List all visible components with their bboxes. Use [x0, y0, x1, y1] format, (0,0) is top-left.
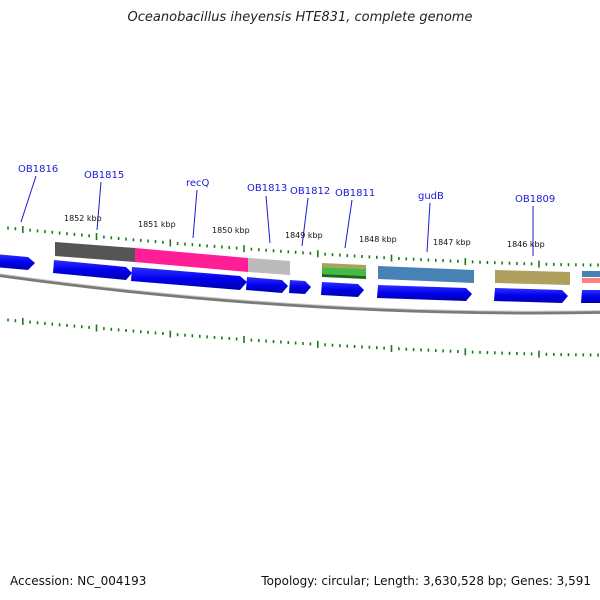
cds-ob1813: [246, 277, 288, 293]
cds-ob1809: [494, 288, 568, 303]
cds-gudb: [377, 285, 472, 301]
feature-dark-gray: [55, 242, 135, 262]
cds-ob1816: [0, 254, 35, 270]
feature-pink: [135, 248, 248, 272]
genome-summary-text: Topology: circular; Length: 3,630,528 bp…: [261, 574, 591, 588]
accession-text: Accession: NC_004193: [10, 574, 147, 588]
cds-ob1815: [53, 260, 132, 280]
kbp-label-1849: 1849 kbp: [285, 231, 323, 240]
inner-tick-track: [7, 317, 599, 358]
genome-backbone-highlight: [0, 273, 600, 312]
feature-coral-edge: [582, 278, 600, 283]
kbp-label-1852: 1852 kbp: [64, 214, 102, 223]
cds-recq: [131, 267, 247, 290]
gene-label-ob1809: OB1809: [515, 194, 555, 205]
feature-track: [55, 242, 600, 285]
kbp-label-1851: 1851 kbp: [138, 220, 176, 229]
feature-khaki: [495, 270, 570, 285]
gene-label-ob1815: OB1815: [84, 170, 124, 181]
cds-ob1811: [321, 282, 364, 297]
feature-steel-blue: [378, 266, 474, 283]
cds-edge: [581, 290, 600, 303]
kbp-label-1848: 1848 kbp: [359, 235, 397, 244]
cds-track: [0, 254, 600, 303]
gene-label-ob1811: OB1811: [335, 188, 375, 199]
feature-light-gray: [248, 258, 290, 275]
gene-label-ob1812: OB1812: [290, 186, 330, 197]
kbp-labels: 1852 kbp 1851 kbp 1850 kbp 1849 kbp 1848…: [64, 214, 545, 249]
map-title: Oceanobacillus iheyensis HTE831, complet…: [127, 10, 473, 25]
outer-tick-track: [7, 226, 599, 268]
gene-label-recq: recQ: [186, 178, 210, 189]
kbp-label-1847: 1847 kbp: [433, 238, 471, 247]
feature-steel-blue-edge: [582, 271, 600, 277]
feature-green: [322, 267, 366, 276]
feature-dark-green: [322, 274, 366, 279]
genome-backbone: [0, 273, 600, 315]
gene-label-ob1816: OB1816: [18, 164, 58, 175]
gene-label-gudb: gudB: [418, 191, 444, 202]
gene-label-ob1813: OB1813: [247, 183, 287, 194]
kbp-label-1850: 1850 kbp: [212, 226, 250, 235]
gene-labels: OB1816 OB1815 recQ OB1813 OB1812 OB1811 …: [18, 164, 555, 205]
kbp-label-1846: 1846 kbp: [507, 240, 545, 249]
cds-ob1812: [289, 280, 311, 294]
gene-pointers: [20, 175, 534, 256]
